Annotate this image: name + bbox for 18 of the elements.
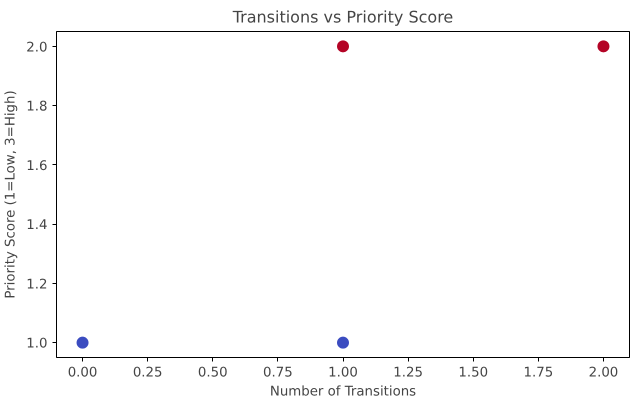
x-tick-label: 2.00 [588, 366, 618, 380]
x-tick-label: 0.00 [68, 366, 98, 380]
x-tick-label: 1.75 [524, 366, 554, 380]
y-axis-title: Priority Score (1=Low, 3=High) [3, 90, 18, 299]
y-tick-label: 1.0 [26, 336, 48, 352]
y-tick-label: 1.6 [26, 158, 48, 174]
y-tick-label: 1.4 [26, 218, 48, 234]
y-tick-label: 2.0 [26, 40, 48, 56]
x-tick-label: 0.25 [132, 366, 163, 380]
chart-title: Transitions vs Priority Score [232, 8, 454, 26]
y-tick-label: 1.2 [26, 277, 48, 292]
x-axis-title: Number of Transitions [270, 384, 416, 400]
x-tick-label: 1.50 [458, 366, 488, 380]
y-tick-label: 1.8 [26, 100, 48, 115]
x-tick-label: 1.00 [328, 366, 358, 380]
x-tick-label: 0.50 [198, 366, 228, 380]
x-tick-label: 0.75 [263, 366, 293, 380]
x-tick-label: 1.25 [393, 366, 423, 380]
